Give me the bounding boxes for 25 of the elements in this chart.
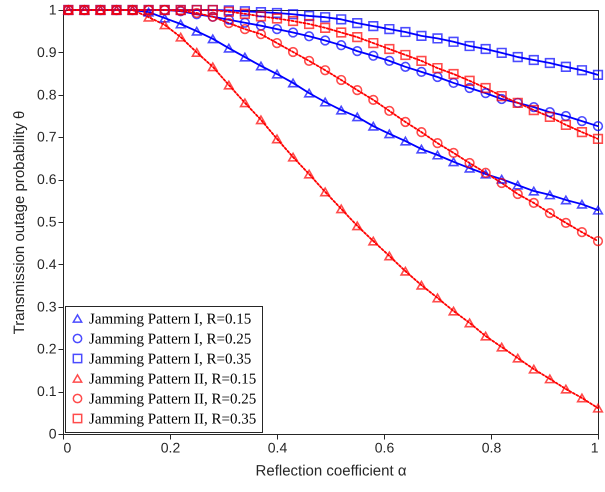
- y-tick-label: 0.5: [37, 214, 57, 230]
- x-tick-label: 0: [64, 440, 72, 456]
- x-axis-title: Reflection coefficient α: [256, 462, 407, 480]
- legend-label: Jamming Pattern I, R=0.35: [89, 352, 252, 368]
- y-tick-label: 0.6: [37, 171, 57, 188]
- y-axis-title: Transmission outage probability θ: [11, 110, 28, 334]
- x-tick-label: 0.6: [374, 440, 394, 456]
- x-tick-label: 1: [590, 440, 599, 456]
- y-tick-label: 0.3: [37, 298, 57, 314]
- legend-label: Jamming Pattern I, R=0.15: [89, 312, 252, 328]
- y-tick-label: 1: [48, 2, 57, 18]
- x-tick-label: 0.8: [482, 440, 502, 456]
- y-tick-label: 0.2: [37, 340, 57, 357]
- x-tick-label: 0.2: [160, 440, 180, 456]
- y-tick-label: 0.1: [37, 383, 57, 400]
- y-tick-label: 0.4: [37, 256, 57, 272]
- y-tick-label: 0: [48, 426, 57, 442]
- x-tick-label: 0.4: [268, 440, 288, 456]
- legend-label: Jamming Pattern II, R=0.25: [89, 392, 256, 408]
- y-tick-label: 0.7: [37, 128, 57, 145]
- y-tick-label: 0.8: [37, 86, 57, 102]
- legend-label: Jamming Pattern II, R=0.15: [89, 372, 256, 388]
- legend-label: Jamming Pattern I, R=0.25: [89, 332, 252, 348]
- legend-label: Jamming Pattern II, R=0.35: [89, 412, 256, 428]
- y-tick-label: 0.9: [37, 44, 57, 60]
